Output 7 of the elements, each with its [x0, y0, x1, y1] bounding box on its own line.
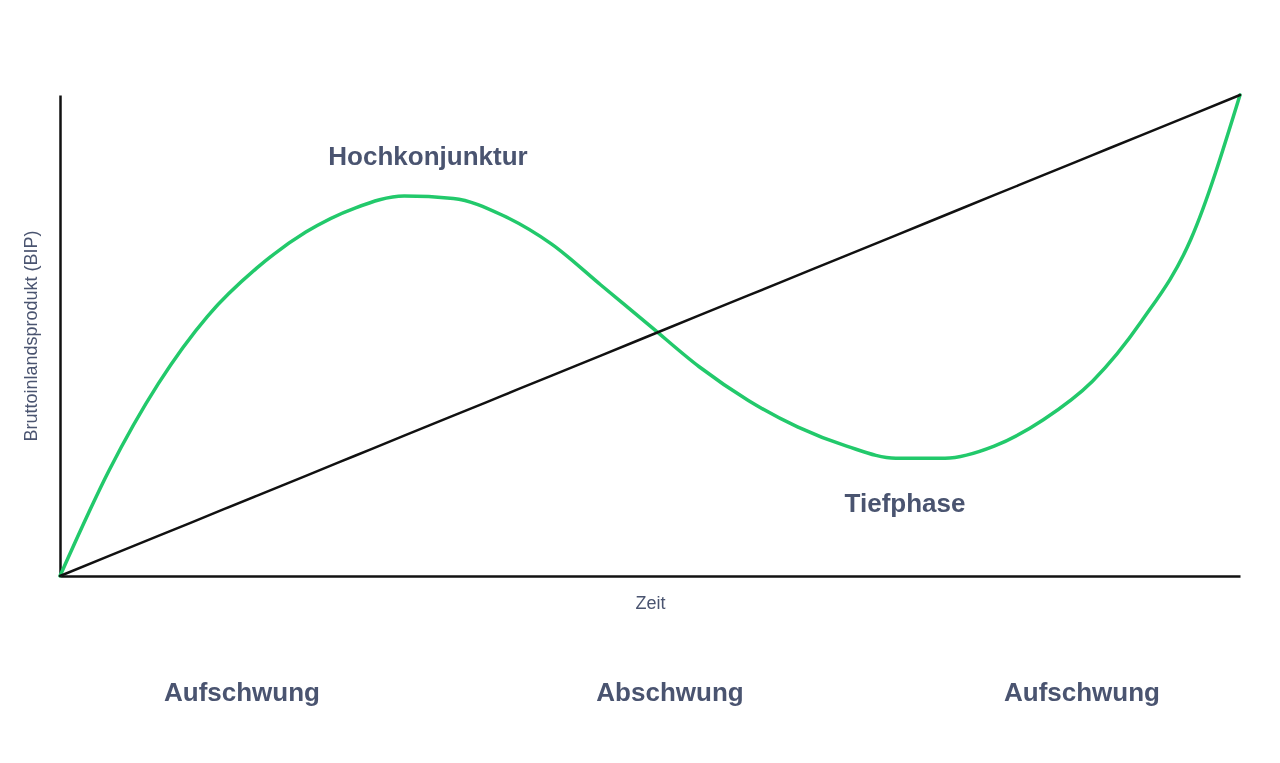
text: Abschwung	[596, 677, 744, 707]
text: Aufschwung	[1004, 677, 1160, 707]
annotation: Hochkonjunktur	[328, 141, 528, 171]
x-axis-title: Zeit	[635, 592, 666, 613]
text: Aufschwung	[164, 677, 320, 707]
annotation: Tiefphase	[844, 488, 966, 518]
y-axis-title: Bruttoinlandsprodukt (BIP)	[20, 230, 41, 442]
